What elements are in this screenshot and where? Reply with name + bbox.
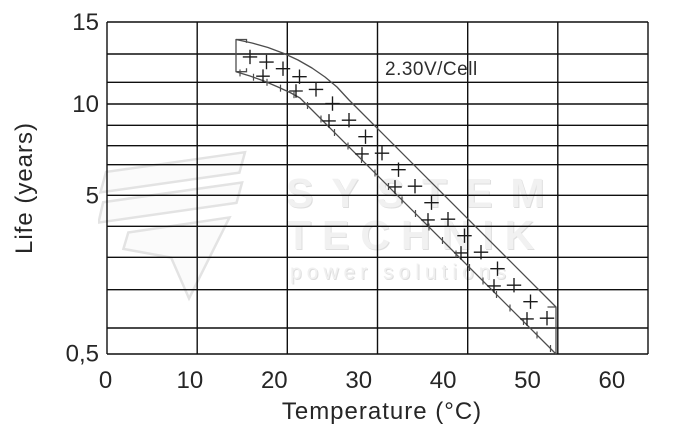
- x-tick-label: 30: [345, 367, 372, 394]
- y-tick-label: 0,5: [66, 341, 99, 368]
- annotation-cell-voltage: 2.30V/Cell: [385, 59, 478, 80]
- x-tick-label: 40: [430, 367, 457, 394]
- watermark-tagline: power solutions: [290, 261, 511, 284]
- life-band: [235, 38, 557, 355]
- y-axis-title: Life (years): [11, 122, 38, 254]
- x-tick-label: 10: [177, 367, 204, 394]
- grid-lines: [106, 21, 649, 355]
- x-tick-label: 20: [261, 367, 288, 394]
- x-tick-label: 60: [599, 367, 626, 394]
- y-tick-label: 10: [72, 91, 99, 118]
- x-tick-label: 0: [99, 367, 112, 394]
- x-axis-title: Temperature (°C): [282, 398, 482, 425]
- x-tick-label: 50: [514, 367, 541, 394]
- watermark-brand-line2: TECHNIK: [286, 212, 546, 258]
- y-tick-label: 5: [86, 183, 99, 210]
- axis-tick-labels: 0 10 20 30 40 50 60 15 10 5 0,5: [66, 9, 626, 394]
- band-plus-markers: [239, 49, 555, 352]
- y-tick-label: 15: [72, 9, 99, 36]
